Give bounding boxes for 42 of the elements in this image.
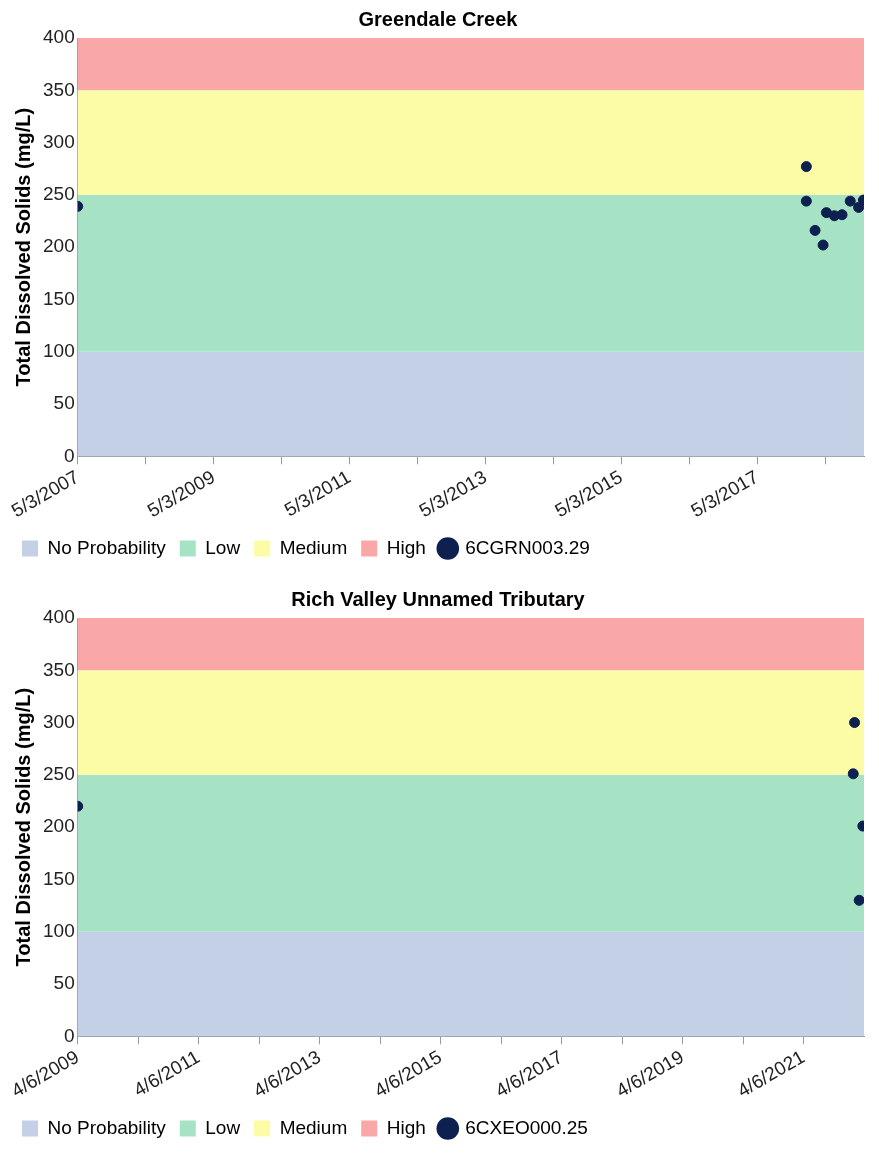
y-tick-label: 100 [43,919,75,941]
point [800,161,812,173]
y-tick-label: 100 [43,339,75,361]
point [836,209,848,221]
legend-label: 6CGRN003.29 [465,536,590,558]
legend-label: No Probability [47,1116,167,1138]
legend-label: No Probability [47,536,167,558]
y-tick-label: 250 [43,763,75,785]
point [800,195,812,207]
legend-label: Medium [279,1116,348,1138]
legend-label: 6CXEO000.25 [465,1116,588,1138]
chart-title: Greendale Creek [358,7,519,30]
point [847,768,859,780]
y-tick-label: 350 [43,658,75,680]
y-tick-label: 50 [53,972,75,994]
y-tick-label: 150 [43,867,75,889]
y-tick-label: 300 [43,130,75,152]
point [817,239,829,251]
point [820,207,832,219]
y-tick-label: 350 [43,78,75,100]
y-tick-label: 0 [64,1024,75,1046]
y-tick-label: 400 [43,26,75,48]
point [849,717,861,729]
chart-title: Rich Valley Unnamed Tributary [291,587,586,610]
y-tick-label: 400 [43,606,75,628]
legend-label: High [386,1116,426,1138]
y-tick-label: 300 [43,710,75,732]
legend-label: Low [205,1116,241,1138]
y-axis-title: Total Dissolved Solids (mg/L) [11,107,34,387]
legend-label: Low [205,536,241,558]
y-tick-label: 250 [43,183,75,205]
y-axis-title: Total Dissolved Solids (mg/L) [11,687,34,967]
point [809,224,821,236]
y-tick-label: 200 [43,815,75,837]
legend-label: High [386,536,426,558]
y-tick-label: 0 [64,444,75,466]
y-tick-label: 150 [43,287,75,309]
legend-label: Medium [279,536,348,558]
y-tick-label: 50 [53,392,75,414]
y-tick-label: 200 [43,235,75,257]
point [853,894,864,906]
point [844,195,856,207]
